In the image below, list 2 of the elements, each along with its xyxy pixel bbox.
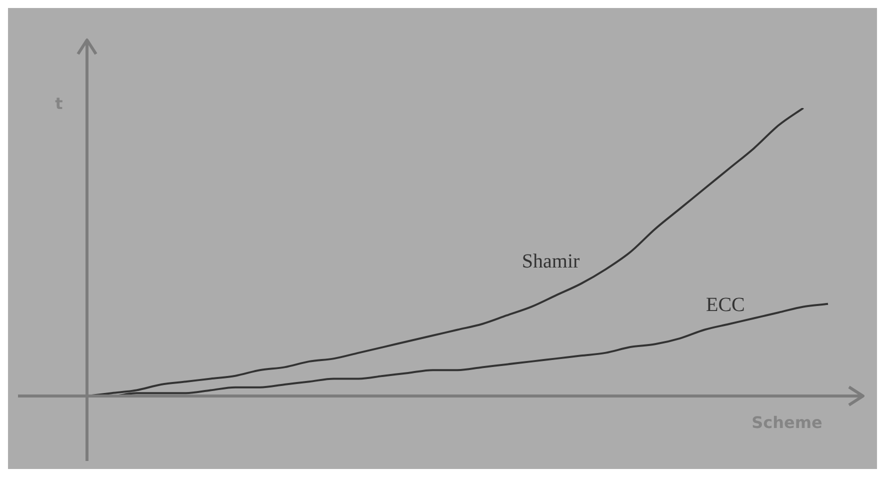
series-label: Shamir: [522, 250, 580, 272]
series-label: ECC: [706, 294, 745, 316]
